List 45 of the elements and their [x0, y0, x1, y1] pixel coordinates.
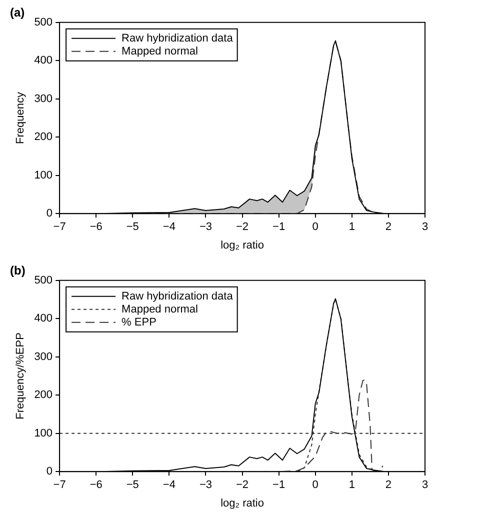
chart-title: (b): [10, 264, 26, 278]
y-tick-label: 200: [34, 389, 53, 402]
x-tick-label: −5: [126, 221, 139, 234]
y-tick-label: 400: [34, 312, 53, 325]
y-axis-title: Frequency: [14, 92, 27, 144]
y-tick-label: 0: [46, 466, 53, 478]
x-tick-label: −1: [272, 221, 286, 234]
legend-label: % EPP: [122, 316, 156, 328]
legend-label: Raw hybridization data: [122, 32, 234, 44]
y-tick-label: 400: [34, 54, 53, 67]
x-axis-title: log₂ ratio: [220, 239, 264, 252]
y-tick-label: 100: [34, 169, 53, 182]
x-tick-label: −3: [199, 479, 212, 492]
y-tick-label: 300: [34, 350, 53, 363]
y-tick-label: 200: [34, 131, 53, 144]
legend-label: Mapped normal: [122, 303, 198, 316]
x-tick-label: 3: [422, 479, 428, 492]
y-tick-label: 500: [34, 16, 53, 28]
x-tick-label: −2: [236, 479, 249, 492]
x-tick-label: −3: [199, 221, 212, 234]
legend-label: Raw hybridization data: [122, 290, 234, 302]
x-tick-label: −4: [162, 221, 176, 234]
x-tick-label: −6: [90, 479, 102, 492]
y-axis-title: Frequency/%EPP: [14, 332, 27, 420]
x-tick-label: 0: [312, 479, 318, 492]
x-tick-label: 1: [348, 221, 355, 234]
x-tick-label: −7: [53, 479, 66, 492]
y-tick-label: 300: [34, 92, 53, 105]
y-tick-label: 500: [34, 274, 53, 286]
x-tick-label: −6: [90, 221, 102, 234]
y-tick-label: 0: [46, 208, 53, 220]
x-tick-label: −7: [53, 221, 66, 234]
x-tick-label: 0: [312, 221, 318, 234]
x-tick-label: 3: [422, 221, 428, 234]
x-tick-label: −4: [162, 479, 176, 492]
x-tick-label: −2: [236, 221, 249, 234]
x-tick-label: −5: [126, 479, 139, 492]
chart-title: (a): [10, 6, 25, 20]
legend-label: Mapped normal: [122, 45, 198, 58]
x-tick-label: −1: [272, 479, 286, 492]
x-axis-title: log₂ ratio: [220, 497, 264, 510]
x-tick-label: 1: [348, 479, 355, 492]
x-tick-label: 2: [385, 221, 392, 234]
x-tick-label: 2: [385, 479, 392, 492]
y-tick-label: 100: [34, 427, 53, 440]
